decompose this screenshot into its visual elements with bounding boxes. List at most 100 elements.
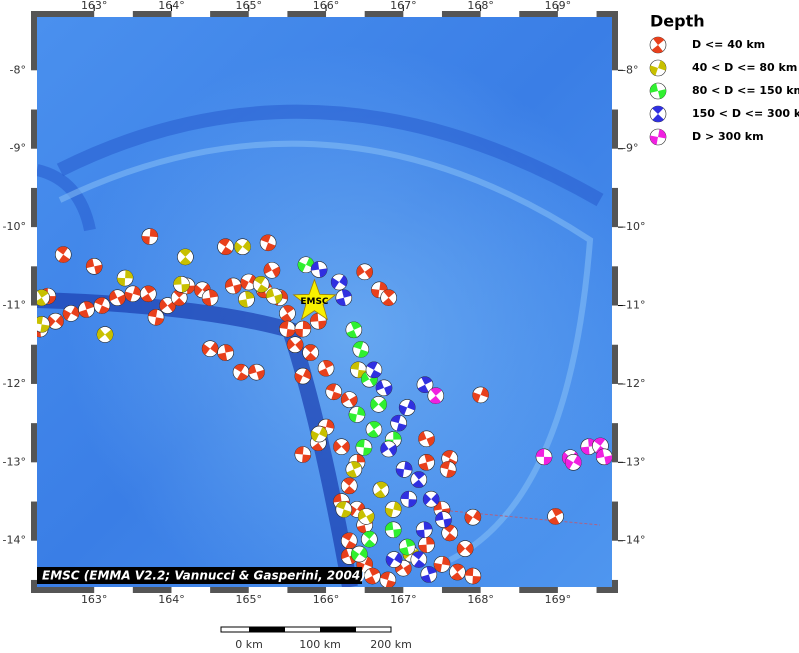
ball-quadrant	[37, 297, 46, 306]
ball-quadrant	[63, 309, 72, 321]
ball-quadrant	[202, 297, 212, 306]
ball-quadrant	[399, 404, 408, 415]
focal-mechanism	[286, 336, 304, 354]
focal-mechanism	[375, 379, 393, 397]
lat-label: -10°	[3, 220, 26, 233]
ball-quadrant	[480, 387, 489, 398]
ball-quadrant	[464, 512, 473, 524]
focal-mechanism	[54, 246, 72, 263]
frame-stripe	[31, 383, 37, 424]
ball-quadrant	[421, 574, 432, 583]
ball-quadrant	[225, 278, 234, 289]
ball-quadrant	[287, 338, 296, 350]
ball-quadrant	[424, 454, 435, 463]
ball-quadrant	[124, 291, 133, 302]
ball-quadrant	[302, 454, 311, 463]
legend-label: D <= 40 km	[692, 38, 765, 51]
focal-mechanism	[410, 471, 428, 488]
frame-stripe	[612, 540, 618, 580]
ball-quadrant	[238, 299, 248, 308]
ball-quadrant	[311, 442, 324, 451]
ball-quadrant	[423, 493, 432, 505]
focal-mechanism	[85, 258, 103, 275]
focal-mechanism	[139, 285, 157, 303]
ball-quadrant	[83, 301, 95, 310]
ball-quadrant	[271, 266, 280, 278]
focal-mechanism	[418, 430, 435, 448]
focal-mechanism	[348, 406, 366, 423]
ball-quadrant	[56, 246, 68, 255]
ball-quadrant	[173, 276, 182, 285]
ball-quadrant	[355, 439, 365, 448]
ball-quadrant	[400, 491, 410, 500]
ball-quadrant	[266, 288, 275, 299]
ball-quadrant	[404, 461, 413, 471]
focal-mechanism	[93, 297, 111, 314]
focal-mechanism	[435, 511, 452, 528]
focal-mechanism	[390, 414, 407, 432]
ball-quadrant	[408, 499, 417, 508]
ball-quadrant	[179, 256, 192, 265]
lat-label: -9°	[622, 142, 638, 155]
focal-mechanism	[340, 477, 358, 495]
focal-mechanism	[350, 361, 367, 379]
ball-quadrant	[339, 275, 348, 287]
focal-mechanism	[472, 386, 489, 404]
ball-quadrant	[356, 454, 365, 463]
ball-quadrant	[407, 399, 416, 411]
lon-label: 165°	[236, 0, 263, 12]
ball-quadrant	[245, 291, 255, 300]
frame-stripe	[31, 540, 37, 580]
focal-mechanism	[173, 276, 190, 293]
ball-quadrant	[346, 329, 358, 338]
frame-stripe	[326, 11, 365, 17]
ball-quadrant	[194, 284, 203, 297]
ball-quadrant	[280, 313, 292, 322]
ball-quadrant	[658, 129, 666, 139]
ball-quadrant	[286, 329, 296, 338]
ball-quadrant	[394, 552, 403, 564]
focal-mechanism	[340, 532, 358, 550]
ball-quadrant	[548, 516, 560, 525]
ball-quadrant	[295, 339, 304, 351]
ball-quadrant	[472, 576, 481, 585]
ball-quadrant	[367, 429, 379, 438]
focal-mechanism	[265, 287, 283, 305]
ball-quadrant	[256, 284, 268, 293]
ball-quadrant	[393, 528, 402, 538]
ball-quadrant	[311, 430, 320, 442]
ball-quadrant	[94, 297, 106, 306]
focal-mechanism	[279, 305, 296, 322]
ball-quadrant	[376, 380, 385, 391]
focal-mechanism	[201, 340, 219, 357]
ball-quadrant	[365, 576, 376, 585]
ball-quadrant	[472, 510, 481, 522]
ball-quadrant	[240, 278, 249, 290]
ball-quadrant	[551, 508, 563, 517]
focal-mechanism	[335, 289, 353, 306]
ball-quadrant	[333, 493, 342, 503]
ball-quadrant	[58, 254, 70, 263]
ball-quadrant	[331, 391, 342, 400]
focal-mechanism	[116, 269, 134, 287]
ball-quadrant	[242, 240, 251, 252]
trench-north	[56, 104, 604, 207]
focal-mechanism	[356, 263, 373, 281]
focal-mechanism	[361, 530, 378, 548]
ball-quadrant	[390, 415, 401, 424]
ball-quadrant	[412, 479, 424, 488]
ball-quadrant	[580, 446, 590, 455]
ball-quadrant	[233, 283, 242, 294]
focal-mechanism	[279, 320, 296, 338]
ball-quadrant	[604, 455, 612, 465]
frame-stripe	[31, 462, 37, 502]
focal-mechanism	[384, 521, 402, 539]
ball-quadrant	[418, 544, 427, 553]
focal-mechanism	[294, 446, 312, 463]
ball-quadrant	[125, 270, 134, 279]
focal-mechanism	[365, 361, 383, 379]
ball-quadrant	[650, 135, 658, 145]
focal-mechanism	[398, 399, 416, 416]
lon-label: 169°	[545, 593, 572, 606]
focal-mechanism	[372, 481, 390, 499]
